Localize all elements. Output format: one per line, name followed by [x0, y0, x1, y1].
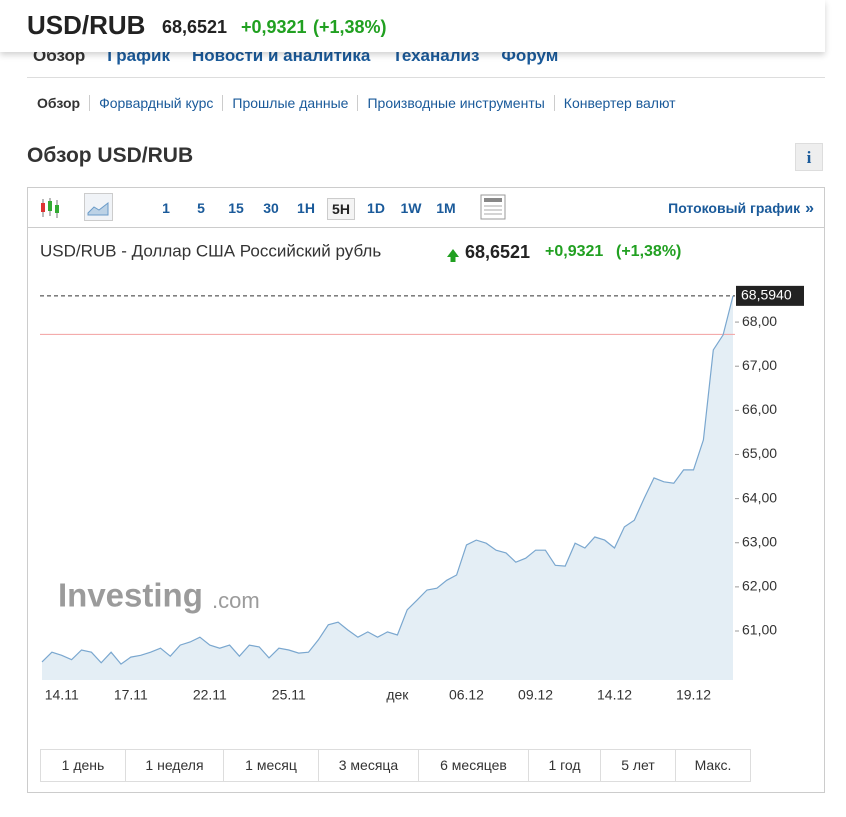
divider: [27, 77, 825, 78]
subnav-link[interactable]: Форвардный курс: [89, 95, 223, 111]
y-tick-label: 63,00: [742, 533, 777, 549]
symbol: USD/RUB: [27, 10, 146, 40]
interval-button[interactable]: 5: [197, 200, 205, 216]
x-tick-label: 25.11: [272, 687, 306, 703]
interval-button[interactable]: 1W: [400, 200, 422, 216]
range-button[interactable]: 1 месяц: [223, 750, 318, 781]
y-tick-label: 64,00: [742, 489, 777, 505]
x-tick-label: дек: [386, 687, 409, 703]
range-button[interactable]: 1 день: [61, 757, 105, 773]
price: 68,6521: [162, 17, 228, 37]
chart-title: USD/RUB - Доллар США Российский рубль: [40, 241, 381, 260]
chart: USD/RUB - Доллар США Российский рубль 68…: [40, 241, 804, 703]
interval-button[interactable]: 1H: [297, 200, 315, 216]
subnav-link[interactable]: Конвертер валют: [553, 95, 685, 111]
range-button[interactable]: Макс.: [675, 750, 750, 781]
interval-button[interactable]: 30: [263, 200, 279, 216]
chart-change: +0,9321: [545, 243, 603, 260]
x-tick-label: 17.11: [114, 687, 148, 703]
subnav-link[interactable]: Обзор: [37, 95, 81, 111]
chart-box: [27, 187, 825, 793]
y-tick-label: 61,00: [742, 622, 777, 638]
watermark-suffix: .com: [212, 588, 260, 613]
y-tick-label: 67,00: [742, 357, 777, 373]
x-tick-label: 19.12: [676, 687, 711, 703]
range-buttons: 1 день 1 неделя 1 месяц 3 месяца 6 месяцев 1 …: [40, 749, 751, 782]
table-icon[interactable]: [480, 194, 506, 220]
y-tick-label: 66,00: [742, 401, 777, 417]
subnav-link[interactable]: Производные инструменты: [357, 95, 554, 111]
y-tick-label: 62,00: [742, 578, 777, 594]
range-button[interactable]: 3 месяца: [318, 750, 418, 781]
quote-header: USD/RUB 68,6521 +0,9321 (+1,38%): [0, 0, 825, 52]
watermark: Investing: [58, 577, 203, 614]
range-button[interactable]: 6 месяцев: [418, 750, 528, 781]
interval-button[interactable]: 1D: [367, 200, 385, 216]
interval-button[interactable]: 1M: [436, 200, 456, 216]
section-title: Обзор USD/RUB: [27, 144, 194, 167]
chart-price: 68,6521: [465, 242, 530, 262]
stream-arrow: »: [805, 200, 814, 217]
candle-icon[interactable]: [38, 196, 64, 220]
stream-text: Потоковый график: [668, 200, 801, 216]
interval-button[interactable]: 5H: [327, 198, 355, 220]
last-price-box: [736, 285, 804, 306]
area-fill: [42, 295, 733, 680]
x-tick-label: 14.12: [597, 687, 632, 703]
last-price-label: 68,5940: [741, 287, 792, 303]
x-tick-label: 14.11: [45, 687, 79, 703]
change: +0,9321: [241, 17, 307, 37]
range-button[interactable]: 1 неделя: [125, 750, 223, 781]
up-arrow: [447, 249, 459, 262]
x-tick-label: 06.12: [449, 687, 484, 703]
interval-button[interactable]: 15: [228, 200, 244, 216]
range-button[interactable]: 1 год: [528, 750, 600, 781]
y-tick-label: 68,00: [742, 313, 777, 329]
subnav-link[interactable]: Прошлые данные: [222, 95, 358, 111]
y-tick-label: 65,00: [742, 445, 777, 461]
interval-button[interactable]: 1: [162, 200, 170, 216]
info-button[interactable]: i: [795, 143, 823, 171]
x-tick-label: 22.11: [193, 687, 227, 703]
chart-change-pct: (+1,38%): [616, 243, 681, 260]
change-pct: (+1,38%): [313, 17, 387, 37]
area-icon[interactable]: [84, 193, 113, 221]
subnav: Обзор Форвардный курс Прошлые данные Произв…: [37, 95, 685, 111]
x-tick-label: 09.12: [518, 687, 553, 703]
price-line: [41, 295, 734, 665]
toolbar: Потоковый график» 1 5 15 30 1H 5H 1D 1W 1M: [28, 188, 824, 228]
range-button[interactable]: 5 лет: [600, 750, 675, 781]
stream-link[interactable]: Потоковый график»: [668, 200, 814, 218]
